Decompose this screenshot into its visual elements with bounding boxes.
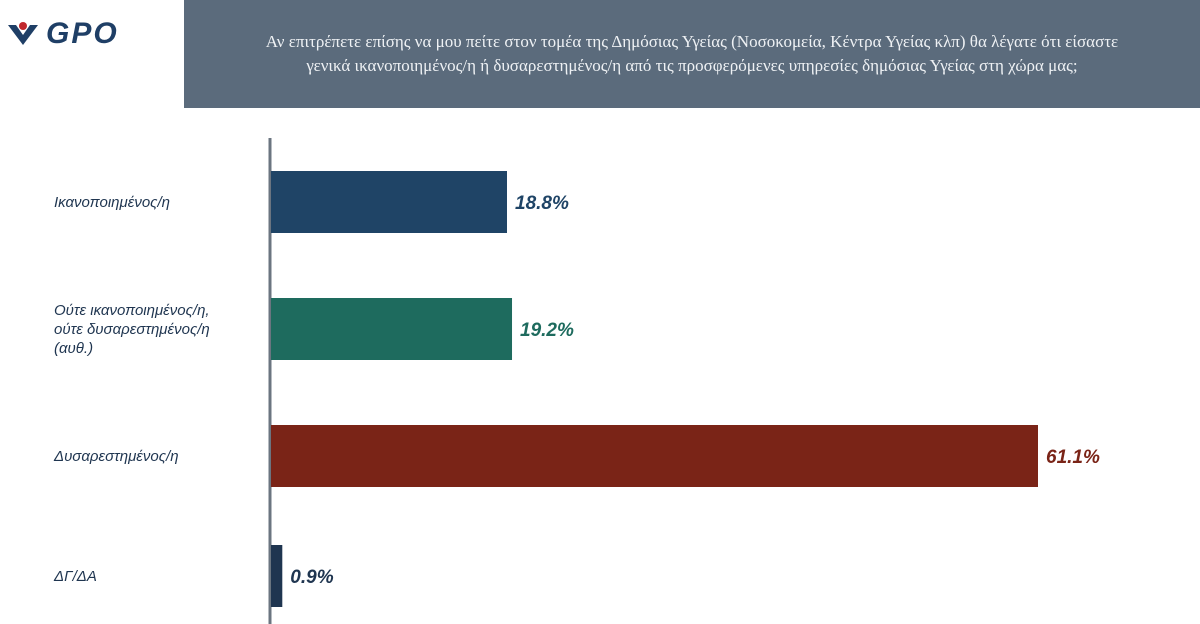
value-label-3: 61.1% [1046,447,1100,468]
question-header: Αν επιτρέπετε επίσης να μου πείτε στον τ… [184,0,1200,108]
category-label-4: ΔΓ/ΔΑ [53,568,97,585]
category-label-1: Ικανοποιημένος/η [54,194,170,211]
logo: GPO [6,14,166,54]
value-label-2: 19.2% [520,320,574,341]
bar-chart: 18.8% Ικανοποιημένος/η 19.2% Ούτε ικανοποιη… [53,138,1100,624]
question-title: Αν επιτρέπετε επίσης να μου πείτε στον τ… [265,32,1119,75]
category-label-2: Ούτε ικανοποιημένος/η, ούτε δυσαρεστημένο… [54,302,210,357]
value-label-4: 0.9% [290,567,333,588]
logo-text: GPO [46,17,119,50]
bar-1 [271,171,507,233]
category-label-3: Δυσαρεστημένος/η [53,448,179,465]
value-label-1: 18.8% [515,193,569,214]
bar-4 [271,545,283,607]
bar-2 [271,298,513,360]
logo-mark-icon [8,22,38,45]
bar-3 [271,425,1038,487]
